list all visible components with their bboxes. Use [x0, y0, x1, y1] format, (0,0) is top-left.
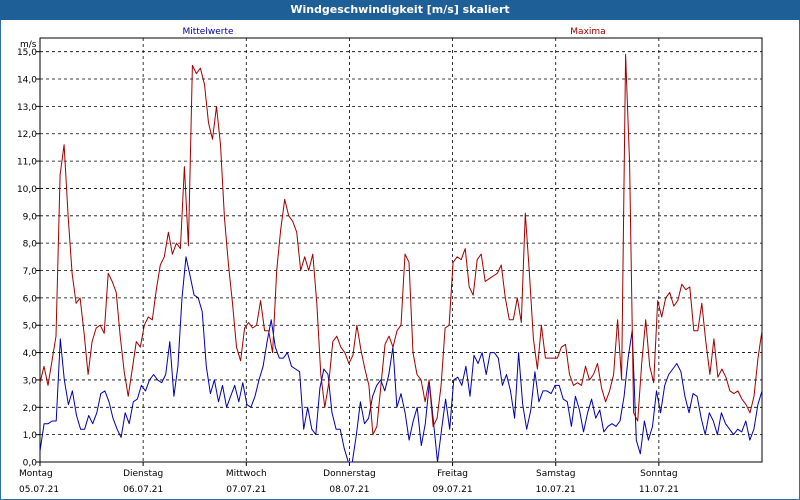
- y-tick-label: 9,0: [23, 212, 38, 222]
- y-tick-label: 3,0: [23, 376, 38, 386]
- y-tick-label: 14,0: [17, 76, 37, 86]
- x-axis: Montag 05.07.21 Dienstag 06.07.21 Mittwoch 07…: [19, 462, 679, 495]
- x-tick-label-date: 11.07.21: [639, 485, 679, 495]
- y-tick-label: 11,0: [17, 158, 37, 168]
- series-line-mittelwerte: [39, 256, 763, 463]
- y-tick-label: 8,0: [23, 240, 38, 250]
- y-tick-label: 10,0: [17, 185, 37, 195]
- y-tick-label: 1,0: [23, 431, 38, 441]
- grid-lines: [40, 38, 762, 462]
- x-tick-label-day: Freitag: [437, 469, 468, 479]
- y-axis-label: m/s: [20, 40, 37, 50]
- y-tick-label: 13,0: [17, 103, 37, 113]
- y-tick-label: 5,0: [23, 322, 38, 332]
- x-tick-label-day: Samstag: [536, 469, 575, 479]
- x-tick-label-date: 08.07.21: [329, 485, 369, 495]
- series-line-maxima: [39, 53, 763, 436]
- y-tick-label: 2,0: [23, 404, 38, 414]
- x-tick-label-date: 09.07.21: [433, 485, 473, 495]
- x-tick-label-date: 10.07.21: [536, 485, 576, 495]
- y-tick-label: 12,0: [17, 130, 37, 140]
- chart-title: Windgeschwindigkeit [m/s] skaliert: [0, 0, 800, 20]
- legend-maxima: Maxima: [570, 27, 605, 37]
- y-tick-label: 0,0: [23, 459, 38, 469]
- x-tick-label-day: Dienstag: [123, 469, 163, 479]
- x-tick-label-date: 07.07.21: [226, 485, 266, 495]
- y-tick-label: 7,0: [23, 267, 38, 277]
- y-tick-label: 6,0: [23, 294, 38, 304]
- x-tick-label-day: Montag: [19, 469, 53, 479]
- x-tick-label-date: 05.07.21: [19, 485, 59, 495]
- y-tick-label: 4,0: [23, 349, 38, 359]
- x-tick-label-date: 06.07.21: [123, 485, 163, 495]
- x-tick-label-day: Donnerstag: [323, 469, 376, 479]
- x-tick-label-day: Sonntag: [640, 469, 677, 479]
- series-lines: [39, 53, 763, 463]
- legend-mittelwerte: Mittelwerte: [182, 27, 233, 37]
- y-axis: 0,0 1,0 2,0 3,0 4,0 5,0 6,0 7,0 8,0 9,0 10,0 11,0 12…: [17, 48, 40, 469]
- x-tick-label-day: Mittwoch: [226, 469, 267, 479]
- plot-area: [39, 37, 763, 463]
- y-tick-label: 15,0: [17, 48, 37, 58]
